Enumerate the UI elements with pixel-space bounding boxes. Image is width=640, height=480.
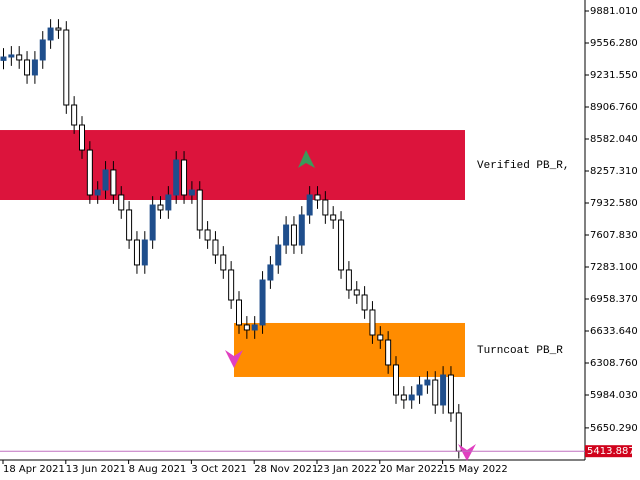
candle-body: [149, 204, 156, 241]
zone: [234, 322, 465, 377]
y-tick-label: 9881.010: [590, 6, 638, 17]
candle-body: [118, 194, 125, 211]
candle-body: [157, 204, 164, 211]
candle-body: [39, 39, 46, 61]
candle-body: [345, 269, 352, 291]
candle-body: [353, 289, 360, 296]
x-tick-label: 20 Mar 2022: [380, 464, 443, 475]
candle-body: [416, 384, 423, 396]
y-tick-label: 8906.760: [590, 102, 638, 113]
candle-body: [228, 269, 235, 301]
candle-body: [243, 324, 250, 331]
candle-body: [447, 374, 454, 414]
candle-body: [361, 294, 368, 311]
candle-body: [298, 214, 305, 246]
y-tick-label: 8257.310: [590, 166, 638, 177]
candle-body: [267, 264, 274, 281]
candle-body: [71, 104, 78, 126]
candle-body: [408, 394, 415, 401]
y-tick-label: 7283.100: [590, 262, 638, 273]
candle-body: [86, 149, 93, 196]
x-tick-label: 13 Jun 2021: [66, 464, 126, 475]
y-tick-label: 5984.030: [590, 390, 638, 401]
candle-body: [79, 124, 85, 151]
zone-label: Verified PB_R,: [477, 160, 569, 172]
candle-body: [55, 27, 62, 31]
y-tick-label: 9556.280: [590, 38, 638, 49]
candle-body: [259, 279, 266, 326]
candle-body: [141, 239, 148, 266]
candle-body: [393, 364, 399, 396]
candle-body: [196, 189, 203, 231]
candles: [0, 19, 462, 459]
candle-body: [8, 54, 15, 58]
x-tick-label: 8 Aug 2021: [129, 464, 187, 475]
candle-body: [314, 194, 321, 201]
y-tick-label: 5650.290: [590, 423, 638, 434]
y-tick-label: 9231.550: [590, 70, 638, 81]
candle-body: [133, 239, 140, 266]
price-tag-label: 5413.887: [587, 446, 635, 457]
candle-body: [63, 29, 70, 106]
candle-body: [47, 27, 54, 41]
zone: [0, 130, 465, 200]
y-tick-label: 6633.640: [590, 326, 638, 337]
y-tick-label: 7607.830: [590, 230, 638, 241]
y-tick-label: 6958.370: [590, 294, 638, 305]
buy-arrow: [298, 150, 315, 168]
sell-arrow: [458, 444, 476, 461]
candle-body: [165, 194, 172, 211]
candle-body: [236, 299, 242, 326]
candle-body: [338, 219, 345, 271]
y-tick-label: 6308.760: [590, 358, 638, 369]
candle-body: [424, 379, 431, 386]
candle-body: [204, 229, 211, 241]
x-tick-label: 18 Apr 2021: [3, 464, 65, 475]
x-tick-label: 15 May 2022: [443, 464, 508, 475]
candle-body: [94, 189, 101, 196]
zone-label: Turncoat PB_R: [477, 345, 563, 357]
candle-body: [188, 189, 195, 196]
candle-body: [181, 159, 188, 196]
y-tick-label: 8582.040: [590, 134, 638, 145]
candle-body: [173, 159, 180, 196]
candle-body: [0, 56, 7, 61]
x-tick-label: 28 Nov 2021: [254, 464, 318, 475]
candle-body: [31, 59, 38, 76]
candle-body: [110, 169, 117, 196]
candle-body: [251, 324, 258, 331]
candle-body: [377, 334, 384, 341]
candle-body: [306, 194, 313, 216]
y-tick-label: 7932.580: [590, 198, 638, 209]
sell-arrow: [225, 350, 243, 368]
zones: [0, 130, 465, 377]
candle-body: [275, 244, 282, 266]
candle-body: [330, 214, 337, 221]
x-tick-label: 3 Oct 2021: [191, 464, 246, 475]
candle-body: [440, 374, 447, 406]
candle-body: [290, 224, 297, 246]
price-tag: [585, 445, 632, 458]
candle-body: [322, 199, 329, 216]
candle-body: [385, 339, 392, 366]
candle-body: [16, 54, 23, 61]
x-tick-label: 23 Jan 2022: [317, 464, 377, 475]
candle-body: [220, 254, 227, 271]
candle-body: [369, 309, 376, 336]
candle-body: [212, 239, 219, 256]
candle-body: [24, 59, 31, 76]
candle-body: [400, 394, 407, 401]
candle-body: [126, 209, 133, 241]
candle-body: [102, 169, 109, 191]
candle-body: [283, 224, 290, 246]
candle-body: [432, 379, 439, 406]
